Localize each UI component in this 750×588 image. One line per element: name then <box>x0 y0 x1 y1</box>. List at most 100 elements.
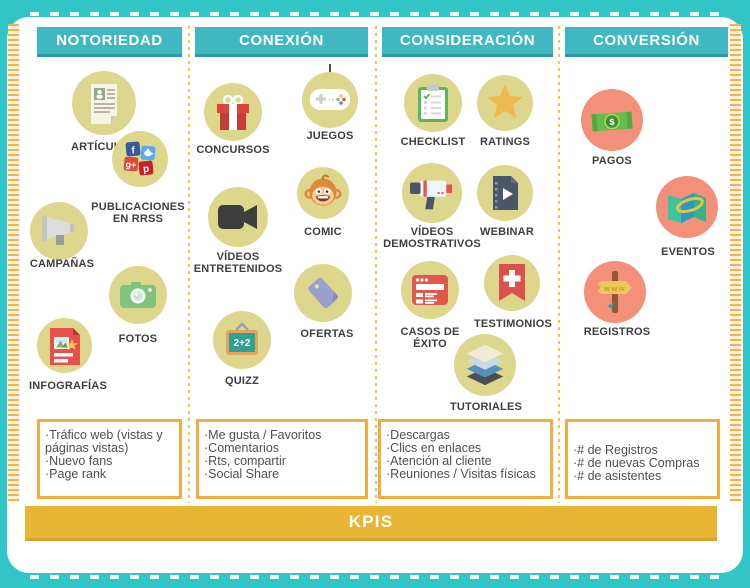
kpi-item: ·Me gusta / Favoritos <box>204 428 322 442</box>
megaphone-icon <box>42 216 74 245</box>
chalkboard-icon: 2+2 <box>226 323 258 355</box>
eventos-circle <box>656 176 718 238</box>
folded-map-icon <box>668 193 706 223</box>
videos-entretenidos-circle <box>208 187 268 247</box>
casos-de-exito-circle <box>401 261 459 319</box>
infografias-label: INFOGRAFÍAS <box>29 380 107 392</box>
campanas-label: CAMPAÑAS <box>29 258 95 270</box>
clipboard-checklist-icon <box>418 84 448 122</box>
camera-icon <box>120 282 156 308</box>
ratings-circle <box>477 75 533 131</box>
ratings-label: RATINGS <box>479 136 531 148</box>
www-signpost-icon: www <box>597 271 632 313</box>
browser-window-icon <box>412 275 448 305</box>
testimonios-circle <box>484 255 540 311</box>
quizz-circle: 2+2 <box>213 311 271 369</box>
monkey-face-icon <box>304 174 342 206</box>
videos-demostrativos-circle <box>402 163 462 223</box>
bottom-stitch-border <box>30 575 720 579</box>
svg-text:2+2: 2+2 <box>234 338 251 349</box>
price-tag-icon <box>308 278 339 308</box>
twitter-icon <box>140 145 156 161</box>
kpi-item: ·Clics en enlaces <box>386 441 482 455</box>
kpis-banner: KPIS <box>25 506 717 541</box>
kpi-box-conexion: ·Me gusta / Favoritos ·Comentarios ·Rts,… <box>196 419 368 499</box>
quizz-label: QUIZZ <box>225 375 259 387</box>
kpi-box-notoriedad: ·Tráfico web (vistas y páginas vistas) ·… <box>37 419 182 499</box>
column-divider <box>188 26 190 503</box>
money-bill-icon: $ <box>591 111 633 132</box>
webinar-label: WEBINAR <box>480 226 534 238</box>
juegos-circle <box>302 72 358 128</box>
checklist-circle <box>404 74 462 132</box>
casos-de-exito-label: CASOS DE ÉXITO <box>400 326 460 350</box>
column-header-conversion: CONVERSIÓN <box>565 27 728 57</box>
kpi-item: ·Page rank <box>45 467 107 481</box>
videos-demostrativos-label: VÍDEOS DEMOSTRATIVOS <box>383 226 481 250</box>
gamepad-icon <box>310 89 350 110</box>
kpi-item: ·Nuevo fans <box>45 454 113 468</box>
kpi-box-conversion: ·# de Registros ·# de nuevas Compras ·# … <box>565 419 720 499</box>
column-divider <box>558 26 560 503</box>
webinar-document-icon <box>493 176 518 210</box>
tutoriales-label: TUTORIALES <box>449 401 523 413</box>
pinterest-icon: p <box>143 164 150 176</box>
kpi-item: ·Tráfico web (vistas y páginas vistas) <box>45 428 163 455</box>
kpi-item: ·# de asistentes <box>573 469 662 483</box>
publicaciones-rrss-label: PUBLICACIONES EN RRSS <box>91 201 185 225</box>
column-header-consideracion: CONSIDERACIÓN <box>382 27 553 57</box>
publicaciones-rrss-circle: f g+ p <box>112 131 168 187</box>
kpi-item: ·Social Share <box>204 467 280 481</box>
column-header-conexion: CONEXIÓN <box>195 27 368 57</box>
left-ladder-border <box>8 24 19 502</box>
articles-document-icon <box>91 84 117 124</box>
kpi-item: ·Rts, compartir <box>204 454 286 468</box>
kpi-item: ·Atención al cliente <box>386 454 492 468</box>
camcorder-icon <box>410 180 453 210</box>
ofertas-label: OFERTAS <box>300 328 354 340</box>
ofertas-circle <box>294 264 352 322</box>
infografias-circle <box>37 318 92 373</box>
pagos-circle: $ <box>581 89 643 151</box>
ribbon-bookmark-icon <box>499 264 525 301</box>
kpi-box-consideracion: ·Descargas ·Clics en enlaces ·Atención a… <box>378 419 553 499</box>
checklist-label: CHECKLIST <box>400 136 466 148</box>
kpi-item: ·# de Registros <box>573 443 658 457</box>
videos-entretenidos-label: VÍDEOS ENTRETENIDOS <box>193 251 283 275</box>
articulos-circle <box>72 71 136 135</box>
dollar-sign: $ <box>609 117 615 127</box>
fotos-circle <box>109 266 167 324</box>
right-ladder-border <box>730 24 741 502</box>
star-icon <box>487 84 523 118</box>
campanas-circle <box>30 202 88 260</box>
google-plus-icon: g+ <box>125 159 136 170</box>
kpi-item: ·# de nuevas Compras <box>573 456 700 470</box>
facebook-icon: f <box>131 145 136 156</box>
concursos-label: CONCURSOS <box>196 144 270 156</box>
column-header-notoriedad: NOTORIEDAD <box>37 27 182 57</box>
comic-label: COMIC <box>304 226 342 238</box>
webinar-circle <box>477 165 533 221</box>
social-networks-icon: f g+ p <box>123 141 156 176</box>
layers-icon <box>466 344 504 386</box>
testimonios-label: TESTIMONIOS <box>474 318 552 330</box>
column-divider <box>375 26 377 503</box>
concursos-circle <box>204 83 262 141</box>
pagos-label: PAGOS <box>592 155 632 167</box>
video-camera-icon <box>218 205 257 229</box>
svg-text:www: www <box>603 284 626 293</box>
infographic-document-icon <box>49 327 80 365</box>
eventos-label: EVENTOS <box>661 246 715 258</box>
kpi-item: ·Descargas <box>386 428 450 442</box>
fotos-label: FOTOS <box>118 333 158 345</box>
kpi-item: ·Reuniones / Visitas físicas <box>386 467 536 481</box>
comic-circle <box>297 167 349 219</box>
registros-circle: www <box>584 261 646 323</box>
juegos-label: JUEGOS <box>306 130 354 142</box>
registros-label: REGISTROS <box>583 326 651 338</box>
gift-icon <box>217 94 249 130</box>
top-stitch-border <box>30 12 720 16</box>
tutoriales-circle <box>454 334 516 396</box>
kpi-item: ·Comentarios <box>204 441 280 455</box>
